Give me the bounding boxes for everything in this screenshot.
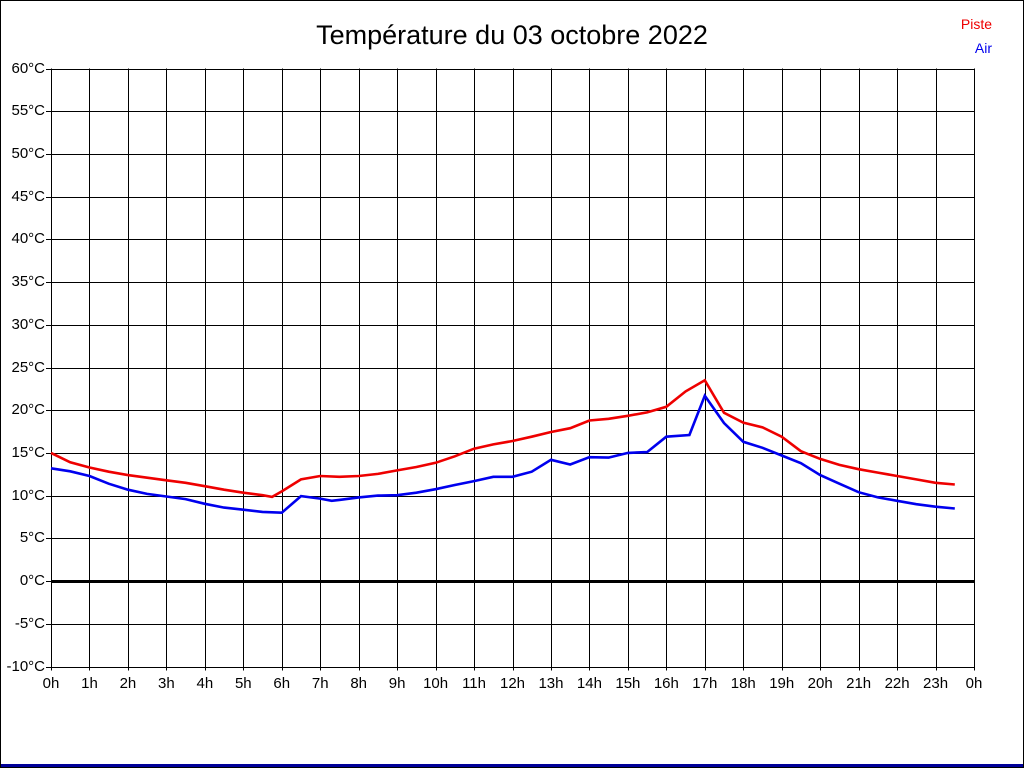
y-tick-label: 45°C [11, 187, 45, 205]
x-tick-label: 2h [119, 675, 137, 692]
x-tick-label: 20h [807, 675, 833, 692]
y-tick-label: 40°C [11, 230, 45, 248]
x-tick-label: 6h [273, 675, 291, 692]
x-tick-label: 19h [769, 675, 795, 692]
chart-title: Température du 03 octobre 2022 [316, 20, 708, 50]
x-tick-label: 9h [388, 675, 406, 692]
y-tick-label: 5°C [19, 529, 45, 547]
x-tick-label: 5h [234, 675, 252, 692]
x-tick-label: 21h [846, 675, 872, 692]
piste-line [50, 378, 955, 499]
x-tick-label: 11h [462, 675, 486, 692]
x-tick-label: 17h [692, 675, 718, 692]
x-tick-label: 1h [81, 675, 98, 692]
x-tick-label: 16h [653, 675, 679, 692]
x-tick-label: 15h [615, 675, 641, 692]
x-tick-label: 23h [923, 675, 949, 692]
y-tick-label: 20°C [11, 401, 45, 419]
y-tick-label: 0°C [19, 572, 45, 590]
x-tick-label: 13h [538, 675, 564, 692]
y-tick-label: 55°C [11, 102, 45, 120]
y-tick-label: -5°C [14, 614, 45, 632]
legend-item-air: Air [974, 40, 992, 56]
y-tick-label: 15°C [11, 443, 45, 461]
y-tick-label: 35°C [11, 273, 45, 291]
y-tick-label: 60°C [11, 59, 45, 77]
legend-item-piste: Piste [960, 16, 992, 32]
grid-lines [51, 68, 975, 668]
bottom-accent-bar [1, 764, 1023, 767]
air-line [50, 392, 955, 515]
x-tick-label: 0h [965, 675, 983, 692]
x-tick-label: 22h [884, 675, 910, 692]
y-tick-label: 30°C [11, 315, 45, 333]
y-tick-label: -10°C [6, 657, 45, 675]
axis-ticks [46, 69, 975, 671]
x-tick-label: 4h [196, 675, 214, 692]
x-tick-label: 7h [311, 675, 329, 692]
x-tick-label: 3h [158, 675, 175, 692]
x-tick-label: 10h [423, 675, 449, 692]
x-tick-label: 18h [730, 675, 756, 692]
x-tick-label: 0h [42, 675, 60, 692]
x-tick-label: 8h [350, 675, 367, 692]
legend: Piste Air [961, 12, 992, 60]
y-tick-label: 25°C [11, 358, 45, 376]
x-tick-label: 12h [499, 675, 526, 692]
y-tick-label: 10°C [11, 486, 45, 504]
y-tick-label: 50°C [11, 144, 45, 162]
x-tick-label: 14h [576, 675, 602, 692]
